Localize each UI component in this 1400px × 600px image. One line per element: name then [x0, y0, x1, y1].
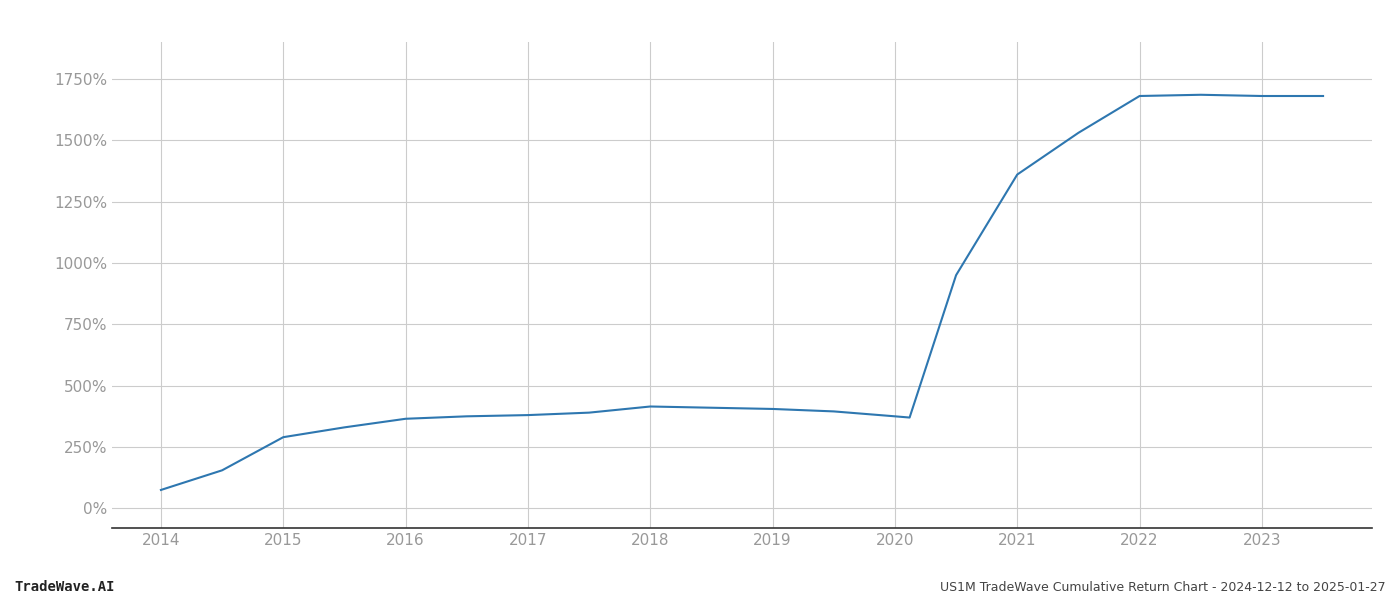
Text: TradeWave.AI: TradeWave.AI: [14, 580, 115, 594]
Text: US1M TradeWave Cumulative Return Chart - 2024-12-12 to 2025-01-27: US1M TradeWave Cumulative Return Chart -…: [941, 581, 1386, 594]
